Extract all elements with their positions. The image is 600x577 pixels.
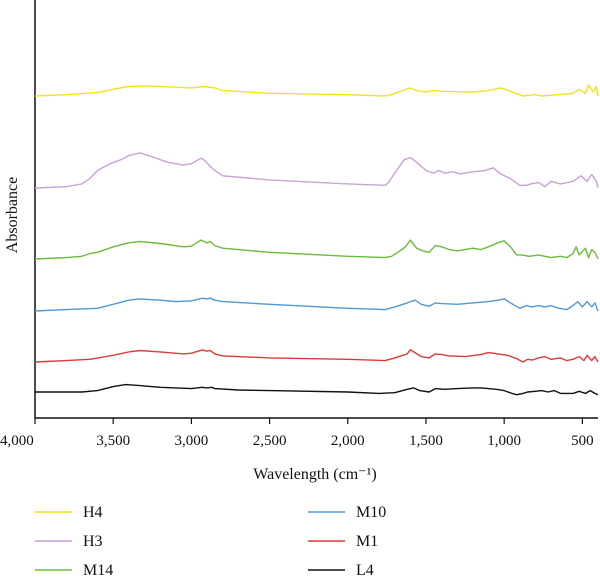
x-tick-label: 4,000 — [0, 433, 34, 449]
series-line-h3 — [34, 152, 599, 189]
series-group — [34, 84, 599, 396]
series-line-h4 — [34, 84, 599, 97]
x-tick-label: 2,000 — [331, 433, 365, 449]
legend-label-h4: H4 — [83, 504, 103, 521]
series-line-l4 — [35, 383, 599, 396]
legend-label-m10: M10 — [356, 504, 386, 521]
x-axis-title: Wavelength (cm⁻¹) — [253, 466, 376, 483]
legend-label-m1: M1 — [356, 533, 378, 550]
x-tick-label: 1,500 — [409, 433, 443, 449]
x-tick-label: 1,000 — [487, 433, 521, 449]
legend-label-l4: L4 — [356, 562, 374, 577]
x-tick-label: 2,500 — [253, 433, 287, 449]
x-tick-label: 500 — [571, 433, 594, 449]
legend: H4 H3 M14 M10 M1 L4 — [35, 504, 386, 577]
x-tick-label: 3,500 — [96, 433, 130, 449]
x-ticks: 4,000 3,500 3,000 2,500 2,000 1,500 1,000 500 — [0, 418, 594, 449]
legend-label-h3: H3 — [83, 533, 103, 550]
y-axis-title: Absorbance — [4, 177, 21, 253]
series-line-m10 — [34, 297, 599, 312]
series-line-m14 — [34, 239, 599, 260]
x-tick-label: 3,000 — [175, 433, 209, 449]
series-line-m1 — [34, 349, 599, 363]
legend-label-m14: M14 — [83, 562, 113, 577]
